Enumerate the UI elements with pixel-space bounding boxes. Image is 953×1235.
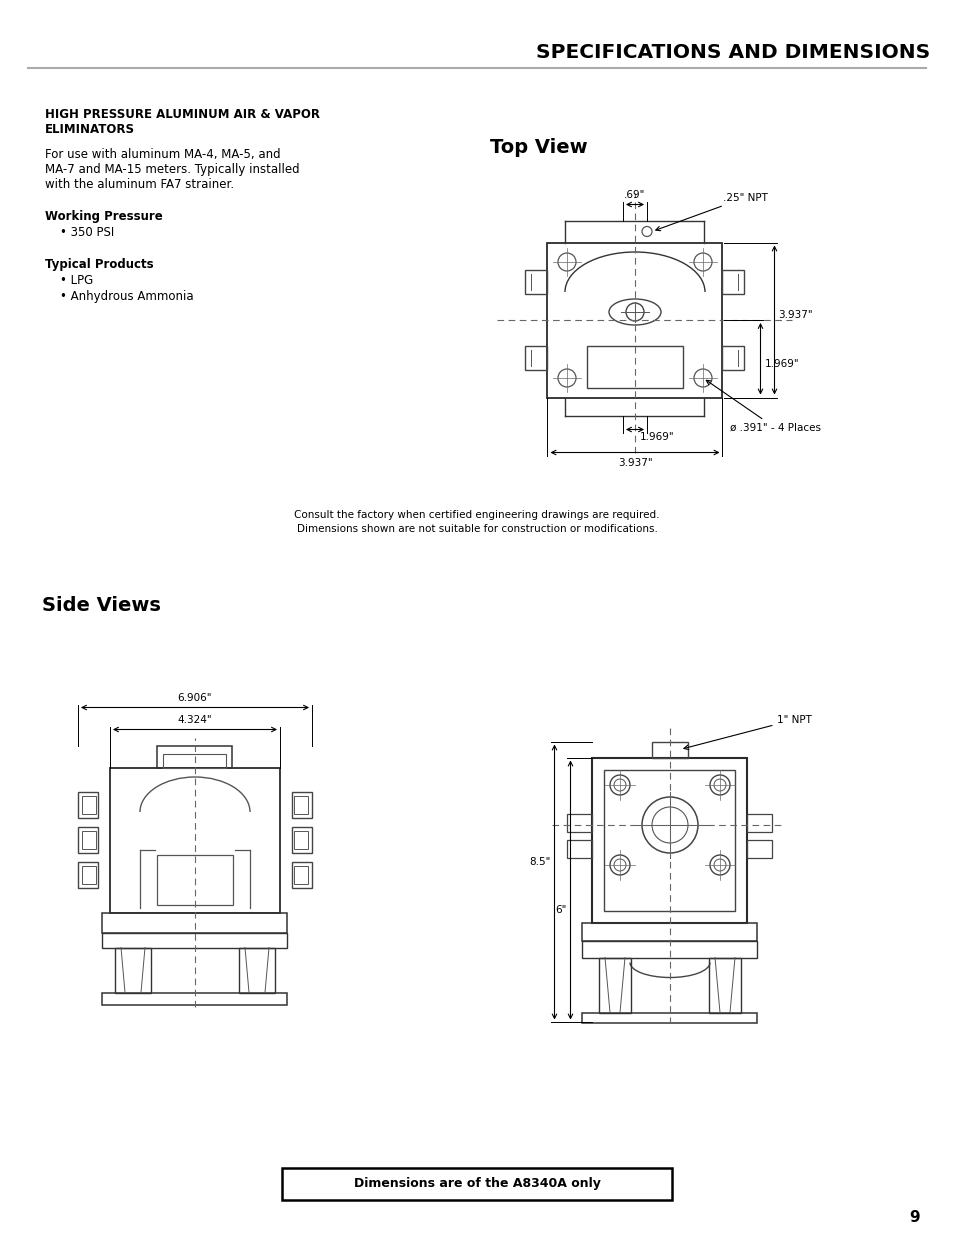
Bar bbox=[102, 913, 287, 932]
Text: 1.969": 1.969" bbox=[763, 358, 799, 369]
Bar bbox=[294, 831, 308, 848]
Bar bbox=[721, 270, 743, 294]
Text: HIGH PRESSURE ALUMINUM AIR & VAPOR: HIGH PRESSURE ALUMINUM AIR & VAPOR bbox=[45, 107, 319, 121]
Bar bbox=[82, 831, 96, 848]
Bar bbox=[567, 840, 592, 858]
Text: 1.969": 1.969" bbox=[639, 431, 674, 441]
Text: Dimensions shown are not suitable for construction or modifications.: Dimensions shown are not suitable for co… bbox=[296, 524, 657, 534]
Bar bbox=[586, 346, 682, 388]
Bar bbox=[78, 827, 98, 853]
Bar bbox=[157, 746, 233, 767]
Bar bbox=[525, 270, 547, 294]
Bar bbox=[282, 1168, 671, 1200]
Bar bbox=[82, 797, 96, 814]
Bar bbox=[592, 757, 747, 923]
Text: 6": 6" bbox=[555, 905, 566, 915]
Bar bbox=[547, 242, 721, 398]
Bar bbox=[292, 827, 312, 853]
Text: For use with aluminum MA-4, MA-5, and: For use with aluminum MA-4, MA-5, and bbox=[45, 148, 280, 161]
Text: • LPG: • LPG bbox=[60, 274, 93, 287]
Text: with the aluminum FA7 strainer.: with the aluminum FA7 strainer. bbox=[45, 178, 233, 191]
Bar bbox=[110, 767, 280, 913]
Bar bbox=[115, 947, 151, 993]
Bar bbox=[708, 957, 740, 1013]
Bar bbox=[582, 941, 757, 957]
Text: 9: 9 bbox=[908, 1210, 919, 1225]
Bar bbox=[102, 932, 287, 947]
Text: Dimensions are of the A8340A only: Dimensions are of the A8340A only bbox=[354, 1177, 599, 1191]
Text: Top View: Top View bbox=[490, 138, 587, 157]
Text: 8.5": 8.5" bbox=[529, 857, 550, 867]
Bar bbox=[102, 993, 287, 1004]
Bar bbox=[747, 814, 772, 832]
Text: • 350 PSI: • 350 PSI bbox=[60, 226, 114, 240]
Bar bbox=[582, 923, 757, 941]
Text: Working Pressure: Working Pressure bbox=[45, 210, 163, 224]
Text: • Anhydrous Ammonia: • Anhydrous Ammonia bbox=[60, 290, 193, 303]
Bar bbox=[582, 1013, 757, 1023]
Text: .25" NPT: .25" NPT bbox=[655, 193, 767, 231]
Bar bbox=[239, 947, 274, 993]
Text: 3.937": 3.937" bbox=[617, 457, 652, 468]
Text: 4.324": 4.324" bbox=[177, 715, 213, 725]
Text: SPECIFICATIONS AND DIMENSIONS: SPECIFICATIONS AND DIMENSIONS bbox=[536, 42, 929, 62]
Bar bbox=[78, 792, 98, 818]
Text: 1" NPT: 1" NPT bbox=[683, 715, 812, 750]
Bar bbox=[294, 866, 308, 884]
Text: Side Views: Side Views bbox=[42, 597, 161, 615]
Text: .69": .69" bbox=[623, 189, 645, 200]
Text: 6.906": 6.906" bbox=[177, 693, 212, 703]
Text: MA-7 and MA-15 meters. Typically installed: MA-7 and MA-15 meters. Typically install… bbox=[45, 163, 299, 177]
Bar bbox=[651, 741, 687, 757]
Bar bbox=[78, 862, 98, 888]
Bar bbox=[525, 346, 547, 370]
Bar bbox=[567, 814, 592, 832]
Bar bbox=[163, 753, 226, 767]
Bar bbox=[598, 957, 630, 1013]
Text: Consult the factory when certified engineering drawings are required.: Consult the factory when certified engin… bbox=[294, 510, 659, 520]
Bar bbox=[157, 855, 233, 904]
Bar bbox=[604, 769, 735, 910]
Bar bbox=[292, 792, 312, 818]
Bar bbox=[294, 797, 308, 814]
Bar bbox=[721, 346, 743, 370]
Text: Typical Products: Typical Products bbox=[45, 258, 153, 270]
Text: ø .391" - 4 Places: ø .391" - 4 Places bbox=[705, 380, 821, 433]
Text: ELIMINATORS: ELIMINATORS bbox=[45, 124, 135, 136]
Bar bbox=[292, 862, 312, 888]
Text: 3.937": 3.937" bbox=[778, 310, 812, 320]
Bar bbox=[82, 866, 96, 884]
Bar bbox=[747, 840, 772, 858]
